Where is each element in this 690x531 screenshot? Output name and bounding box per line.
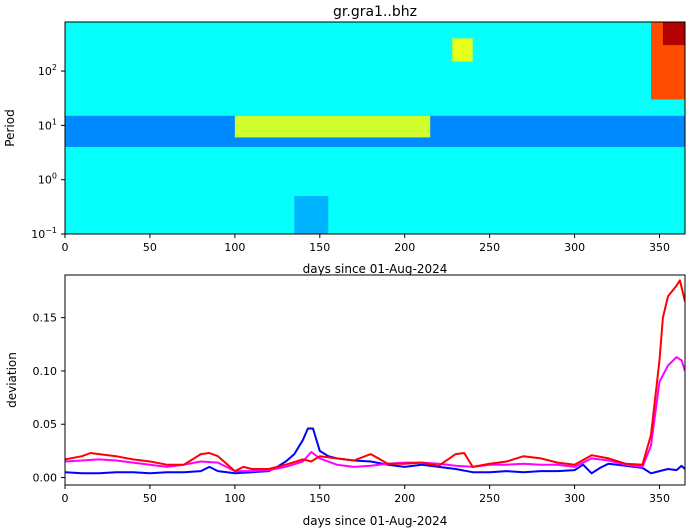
y-tick-label: 0.15 xyxy=(33,312,58,325)
y-tick-label: 0.10 xyxy=(33,365,58,378)
bottom-plot-frame xyxy=(64,274,686,486)
top-plot-frame xyxy=(64,21,686,235)
top-x-axis-label: days since 01-Aug-2024 xyxy=(303,262,448,276)
heatmap-cell xyxy=(234,115,431,138)
x-tick-label: 100 xyxy=(224,241,245,254)
x-tick-label: 300 xyxy=(564,241,585,254)
x-tick-label: 150 xyxy=(309,492,330,505)
x-tick-label: 0 xyxy=(62,241,69,254)
x-tick-label: 250 xyxy=(479,241,500,254)
x-tick-label: 100 xyxy=(224,492,245,505)
x-tick-label: 50 xyxy=(143,492,157,505)
top-y-ticks: 10−1 100 101 102 xyxy=(31,63,65,241)
spectrogram-heatmap xyxy=(65,22,685,234)
x-tick-label: 350 xyxy=(649,492,670,505)
x-tick-label: 200 xyxy=(394,241,415,254)
x-tick-label: 200 xyxy=(394,492,415,505)
bottom-x-axis-label: days since 01-Aug-2024 xyxy=(303,514,448,528)
y-tick-label: 10−1 xyxy=(31,226,57,241)
x-tick-label: 150 xyxy=(309,241,330,254)
y-tick-label: 0.00 xyxy=(33,472,58,485)
deviation-lines xyxy=(65,279,685,475)
series-line xyxy=(65,279,685,473)
series-line xyxy=(65,356,685,473)
y-tick-label: 102 xyxy=(38,63,57,78)
x-tick-label: 250 xyxy=(479,492,500,505)
y-tick-label: 0.05 xyxy=(33,418,58,431)
x-tick-label: 350 xyxy=(649,241,670,254)
series-line xyxy=(65,427,685,475)
y-tick-label: 101 xyxy=(38,117,57,132)
heatmap-cell xyxy=(662,22,685,46)
x-tick-label: 300 xyxy=(564,492,585,505)
x-tick-label: 50 xyxy=(143,241,157,254)
bottom-x-ticks: 0 50 100 150 200 250 300 350 xyxy=(62,485,670,505)
y-tick-label: 100 xyxy=(38,172,57,187)
top-y-axis-label: Period xyxy=(3,109,17,146)
heatmap-cell xyxy=(452,38,473,62)
top-chart-title: gr.gra1..bhz xyxy=(333,4,417,20)
top-x-ticks: 0 50 100 150 200 250 300 350 xyxy=(62,234,670,254)
bottom-y-ticks: 0.00 0.05 0.10 0.15 xyxy=(33,312,65,485)
bottom-y-axis-label: deviation xyxy=(5,352,19,408)
x-tick-label: 0 xyxy=(62,492,69,505)
heatmap-cell xyxy=(294,196,329,234)
